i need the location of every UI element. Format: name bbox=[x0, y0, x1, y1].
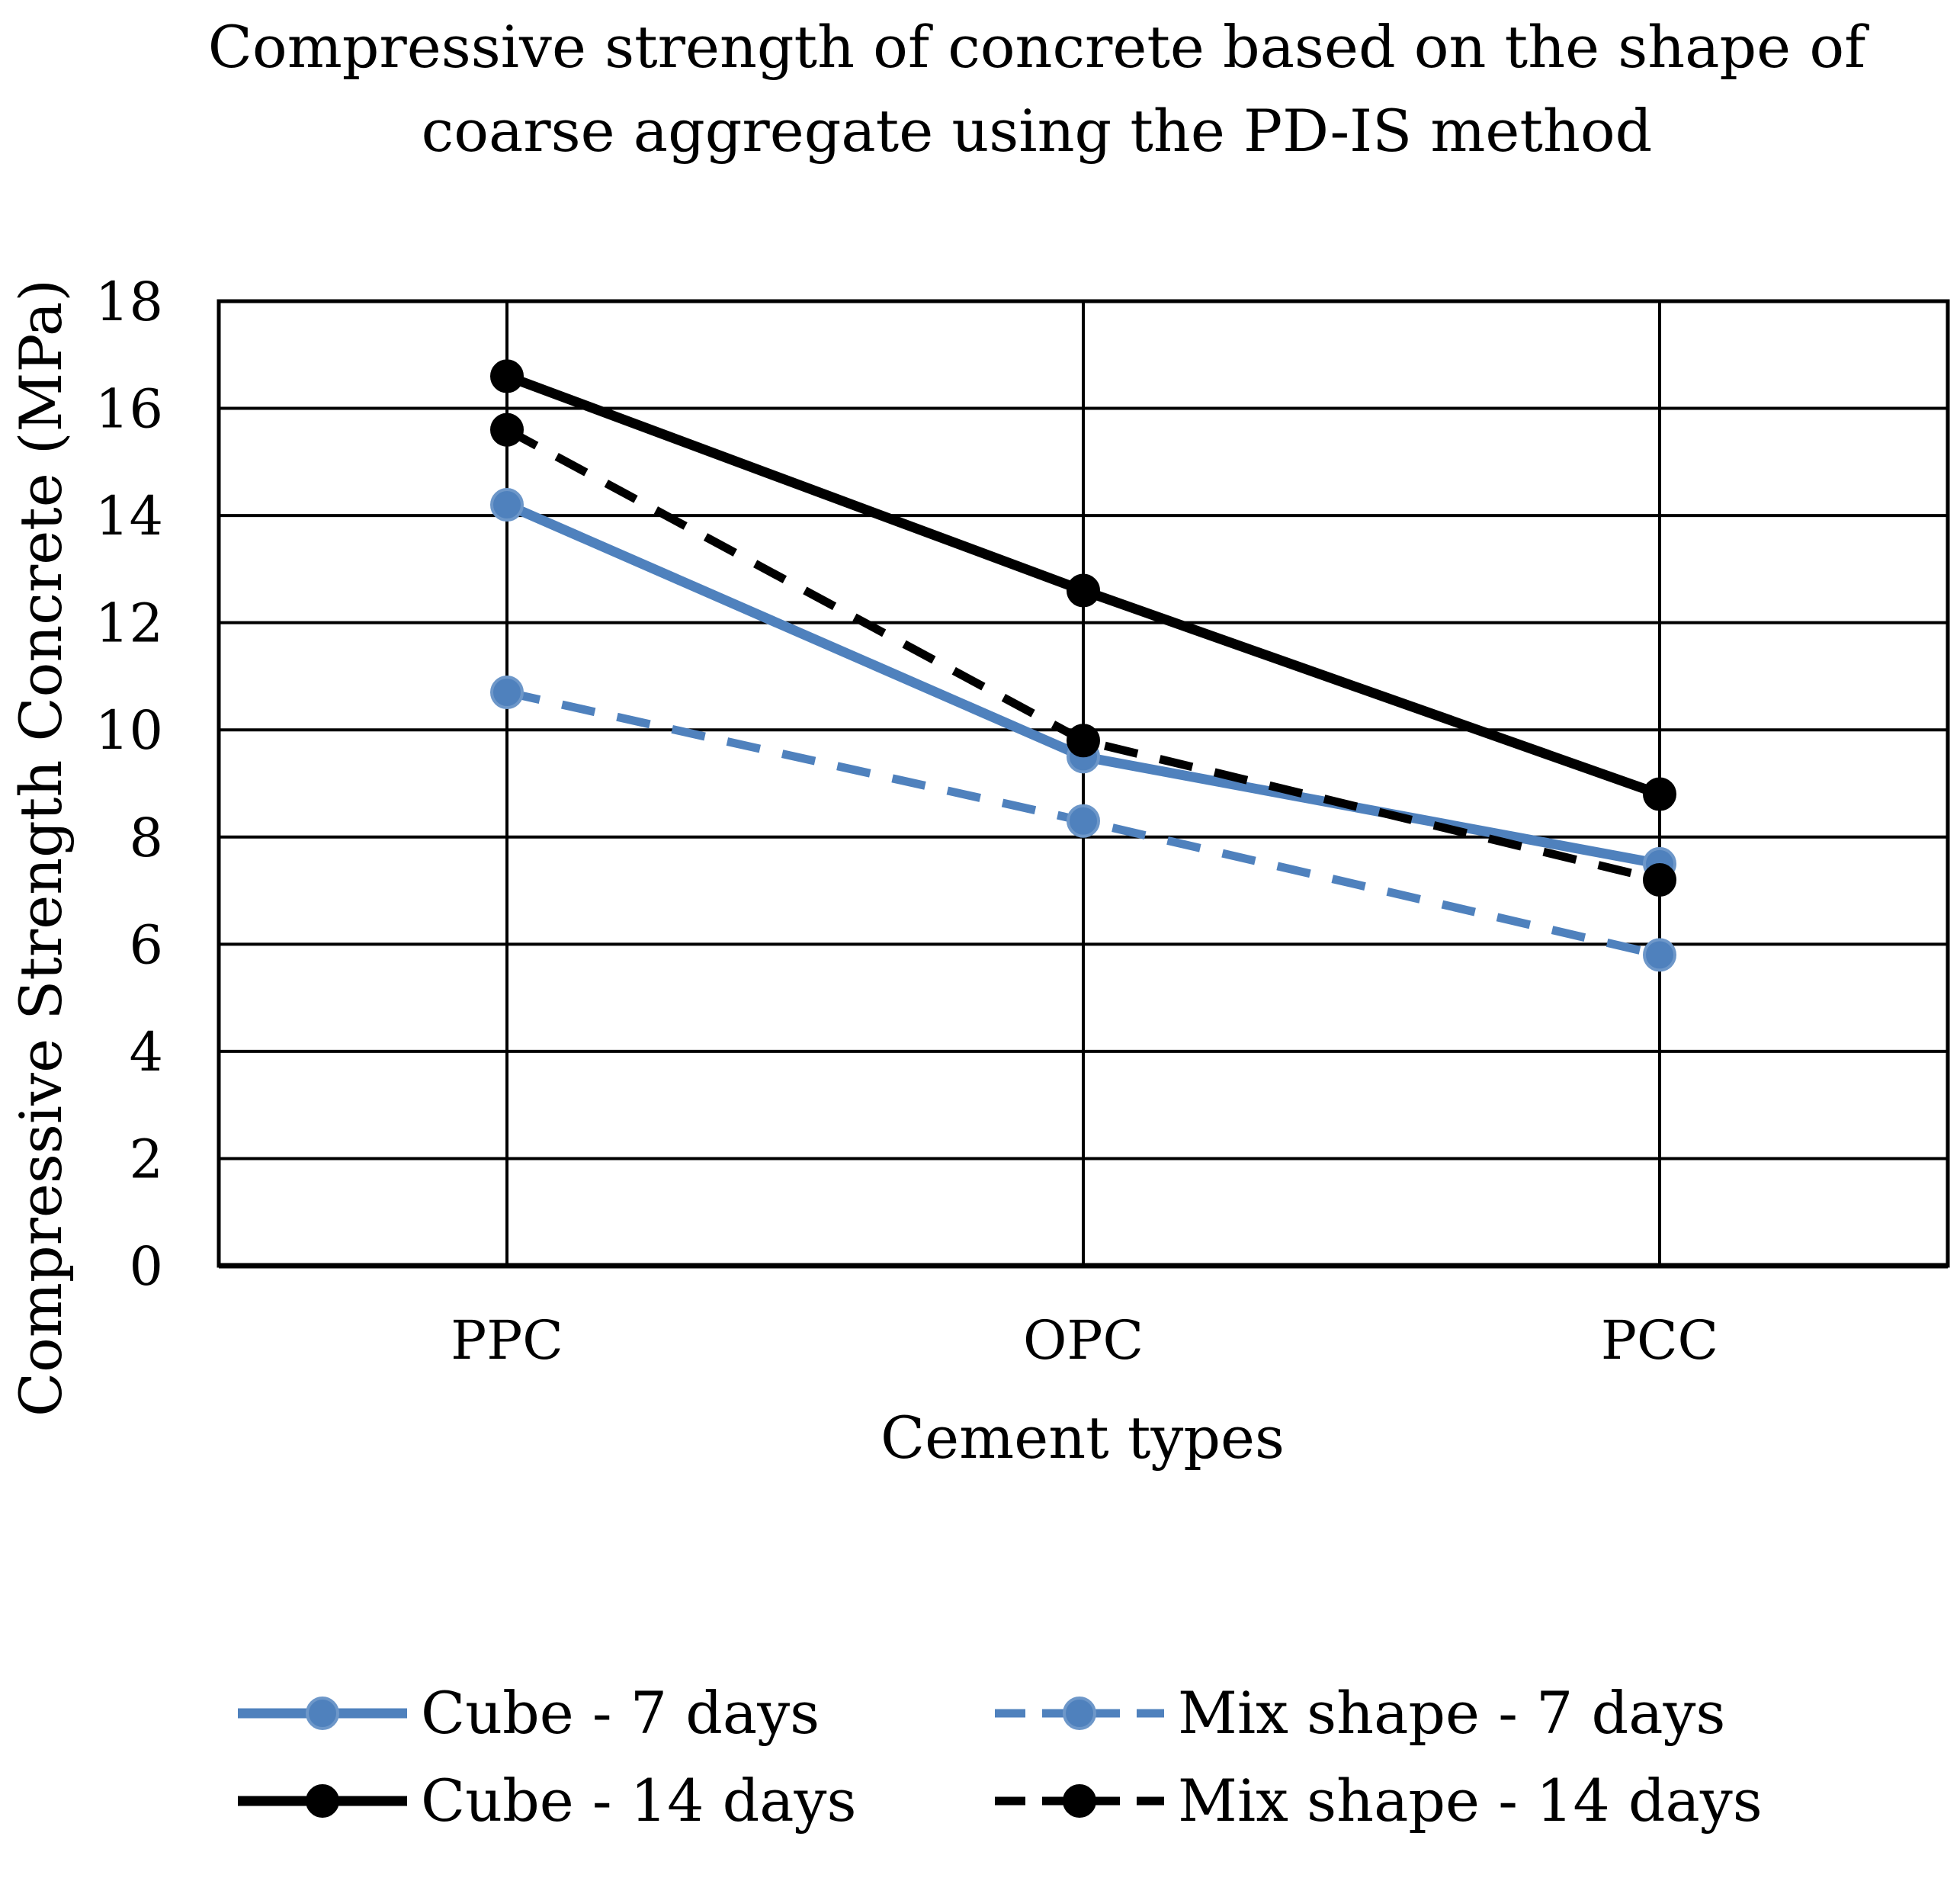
data-point bbox=[490, 488, 524, 522]
y-tick-label: 8 bbox=[129, 807, 163, 869]
data-point bbox=[490, 359, 524, 393]
legend-swatch-marker bbox=[306, 1697, 339, 1730]
x-tick-label: PPC bbox=[451, 1309, 563, 1372]
series-4 bbox=[490, 413, 1676, 897]
chart-title-line-1: Compressive strength of concrete based o… bbox=[208, 13, 1869, 81]
data-point bbox=[490, 676, 524, 710]
data-point bbox=[1067, 573, 1100, 608]
legend-label: Cube - 7 days bbox=[421, 1679, 820, 1747]
legend: Cube - 7 days Mix shape - 7 days Cube - 14… bbox=[238, 1679, 1763, 1835]
legend-item: Mix shape - 14 days bbox=[995, 1767, 1763, 1835]
y-axis-title: Compressive Strength Concrete (MPa) bbox=[7, 279, 75, 1417]
y-tick-label: 4 bbox=[129, 1021, 163, 1083]
y-tick-label: 12 bbox=[95, 592, 163, 655]
y-tick-label: 10 bbox=[95, 699, 163, 762]
legend-swatch-marker bbox=[306, 1784, 339, 1818]
series-3 bbox=[490, 359, 1676, 811]
data-point bbox=[490, 413, 524, 447]
data-point bbox=[1643, 863, 1676, 897]
legend-item: Cube - 14 days bbox=[238, 1767, 856, 1835]
y-tick-label: 0 bbox=[129, 1235, 163, 1298]
data-point bbox=[1643, 938, 1676, 972]
legend-item: Mix shape - 7 days bbox=[995, 1679, 1725, 1747]
y-tick-label: 18 bbox=[95, 271, 163, 333]
x-axis-title: Cement types bbox=[881, 1404, 1285, 1472]
data-point bbox=[1643, 777, 1676, 811]
data-point bbox=[1067, 804, 1100, 838]
series-2 bbox=[490, 676, 1676, 972]
legend-label: Mix shape - 14 days bbox=[1178, 1767, 1763, 1835]
legend-label: Cube - 14 days bbox=[421, 1767, 856, 1835]
y-tick-label: 14 bbox=[95, 485, 163, 547]
y-tick-label: 2 bbox=[129, 1128, 163, 1190]
y-tick-label: 6 bbox=[129, 913, 163, 976]
legend-item: Cube - 7 days bbox=[238, 1679, 820, 1747]
chart-title-line-2: coarse aggregate using the PD-IS method bbox=[422, 97, 1653, 165]
y-tick-label: 16 bbox=[95, 378, 163, 441]
series-layer bbox=[490, 359, 1676, 972]
grid bbox=[217, 299, 1950, 1269]
x-tick-label: OPC bbox=[1023, 1309, 1144, 1372]
legend-label: Mix shape - 7 days bbox=[1178, 1679, 1725, 1747]
data-point bbox=[1067, 724, 1100, 758]
legend-swatch-marker bbox=[1063, 1784, 1096, 1818]
legend-swatch-marker bbox=[1063, 1697, 1096, 1730]
tick-labels: 0 2 4 6 8 10 12 14 16 18 PPC OPC PCC bbox=[95, 271, 1718, 1372]
x-tick-label: PCC bbox=[1601, 1309, 1718, 1372]
